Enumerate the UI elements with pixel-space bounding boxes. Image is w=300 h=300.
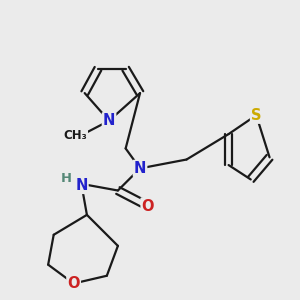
- Text: CH₃: CH₃: [63, 129, 87, 142]
- Text: O: O: [68, 276, 80, 291]
- Text: O: O: [142, 199, 154, 214]
- Text: N: N: [75, 178, 88, 193]
- Text: N: N: [103, 113, 115, 128]
- Text: S: S: [251, 108, 262, 123]
- Text: N: N: [134, 161, 146, 176]
- Text: H: H: [61, 172, 72, 185]
